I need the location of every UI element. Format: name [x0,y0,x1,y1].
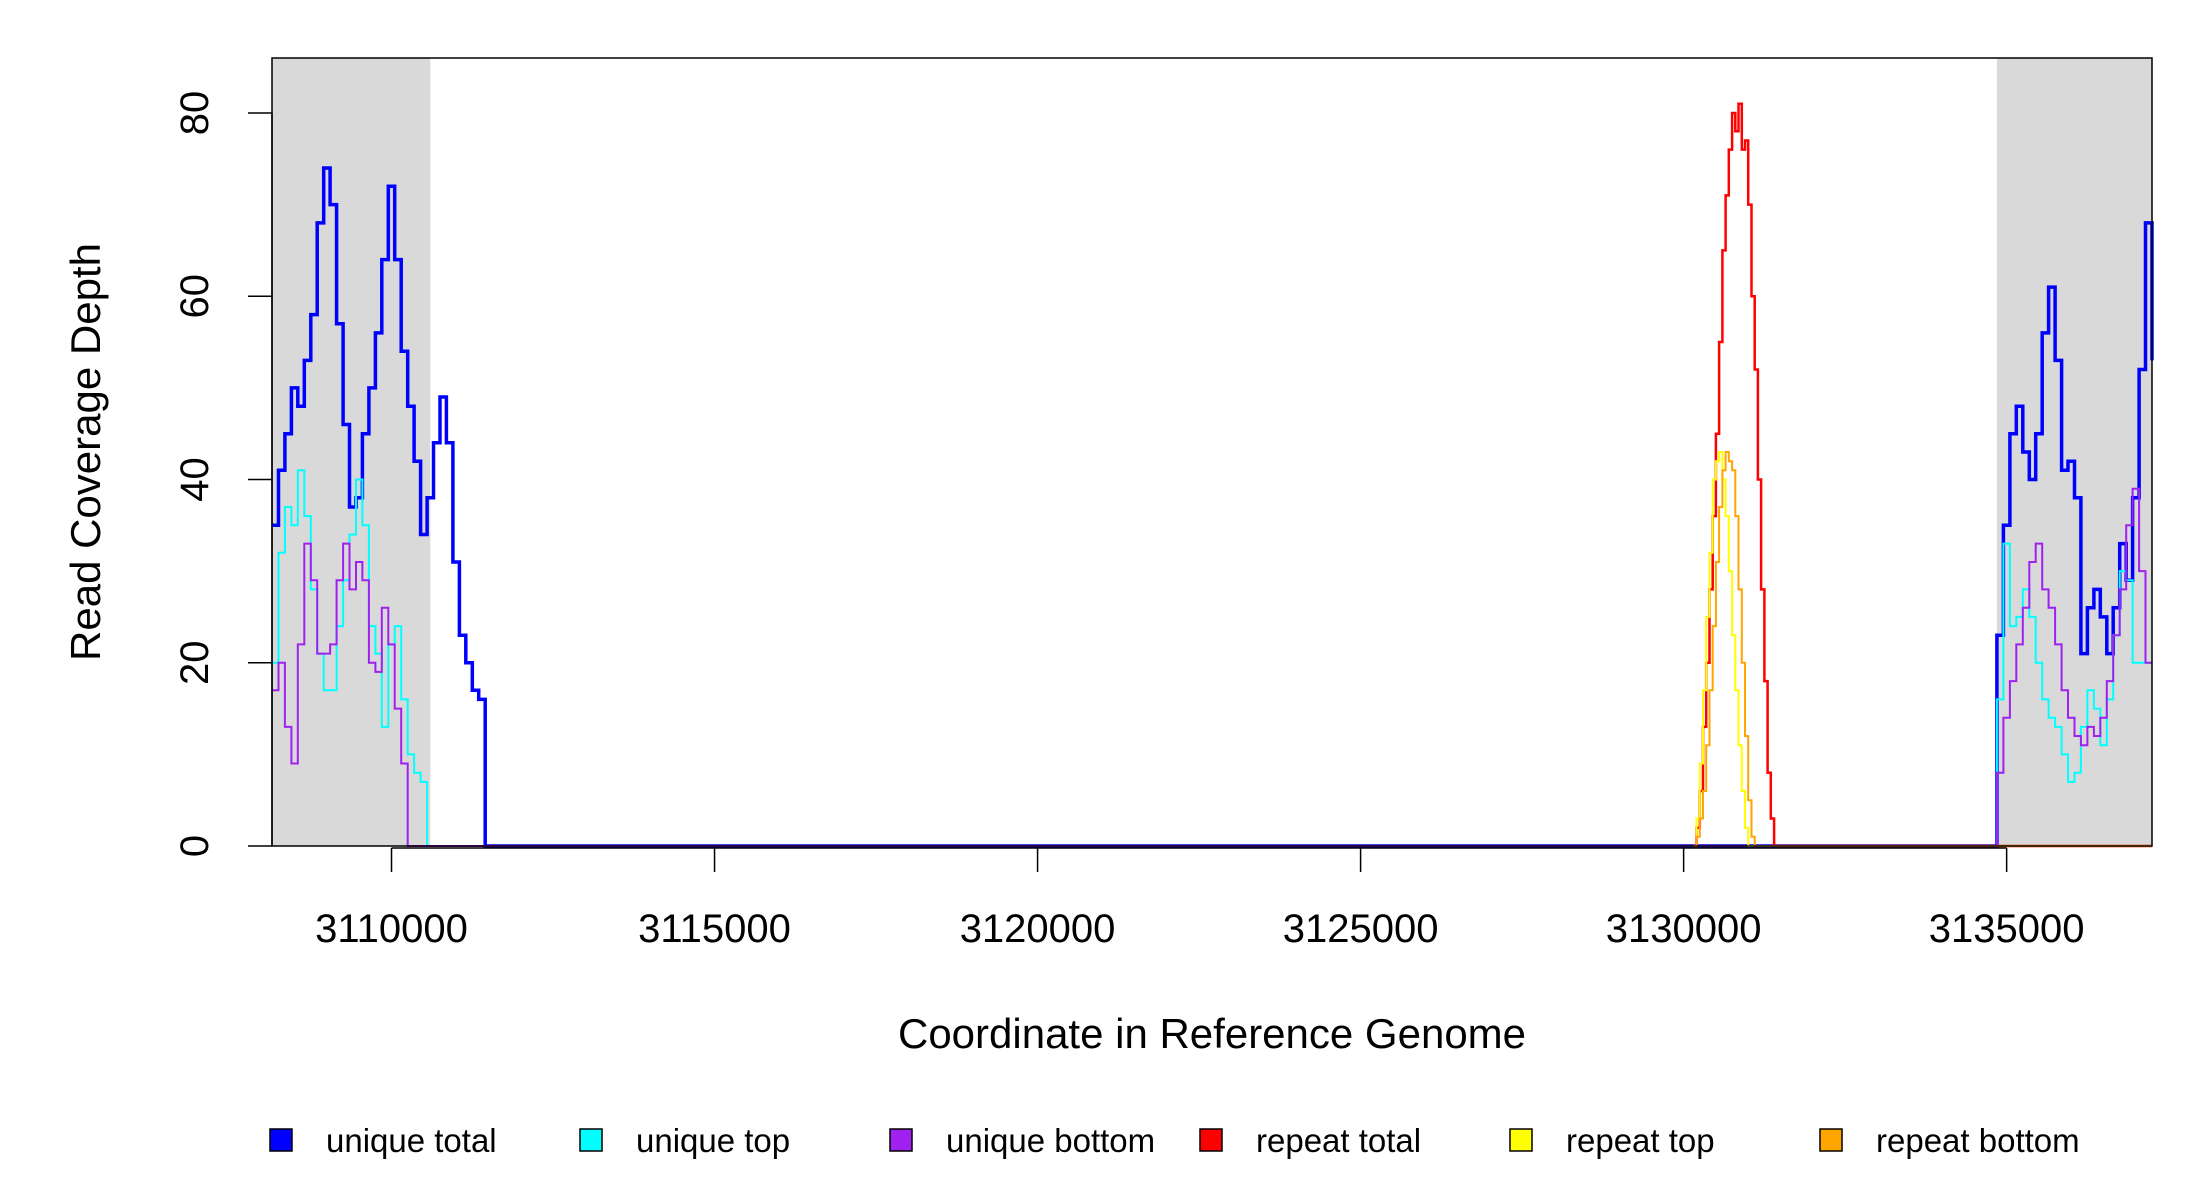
series-unique-bottom-line [272,487,2152,847]
legend-swatch [889,1128,913,1152]
legend-swatch [1509,1128,1533,1152]
y-tick-label: 80 [173,91,217,136]
x-tick-label: 3125000 [1283,907,1439,951]
y-axis-label: Read Coverage Depth [62,243,109,661]
x-tick-label: 3120000 [960,907,1116,951]
legend-label: unique top [636,1122,790,1159]
legend-label: unique bottom [946,1122,1155,1159]
legend-swatch [579,1128,603,1152]
y-tick-label: 20 [173,640,217,685]
legend-label: unique total [326,1122,497,1159]
legend-swatch [1199,1128,1223,1152]
legend-item-repeat-top: repeat top [1509,1122,1715,1159]
series-lines [272,102,2154,848]
legend-label: repeat bottom [1876,1122,2080,1159]
y-tick-label: 60 [173,274,217,319]
legend-item-repeat-bottom: repeat bottom [1819,1122,2080,1159]
legend: unique total unique top unique bottom repea… [269,1122,2080,1159]
y-axis: 0 20 40 60 80 [173,91,273,857]
x-tick-label: 3135000 [1929,907,2085,951]
series-repeat-bottom-line [1693,451,2152,847]
x-tick-label: 3115000 [638,907,791,951]
legend-swatch [269,1128,293,1152]
legend-label: repeat top [1566,1122,1715,1159]
x-tick-label: 3110000 [315,907,468,951]
legend-item-repeat-total: repeat total [1199,1122,1421,1159]
series-repeat-top-line [1693,451,2152,847]
y-tick-label: 0 [173,835,217,857]
series-unique-top-line [272,469,2152,847]
series-unique-total-line [272,166,2154,848]
series-repeat-total-line [1693,102,2152,848]
legend-item-unique-bottom: unique bottom [889,1122,1155,1159]
legend-item-unique-total: unique total [269,1122,497,1159]
legend-item-unique-top: unique top [579,1122,790,1159]
legend-swatch [1819,1128,1843,1152]
x-axis: 3110000 3115000 3120000 3125000 3130000 31350… [315,847,2085,951]
legend-label: repeat total [1256,1122,1421,1159]
x-tick-label: 3130000 [1606,907,1762,951]
y-tick-label: 40 [173,457,217,502]
x-axis-label: Coordinate in Reference Genome [898,1010,1526,1057]
